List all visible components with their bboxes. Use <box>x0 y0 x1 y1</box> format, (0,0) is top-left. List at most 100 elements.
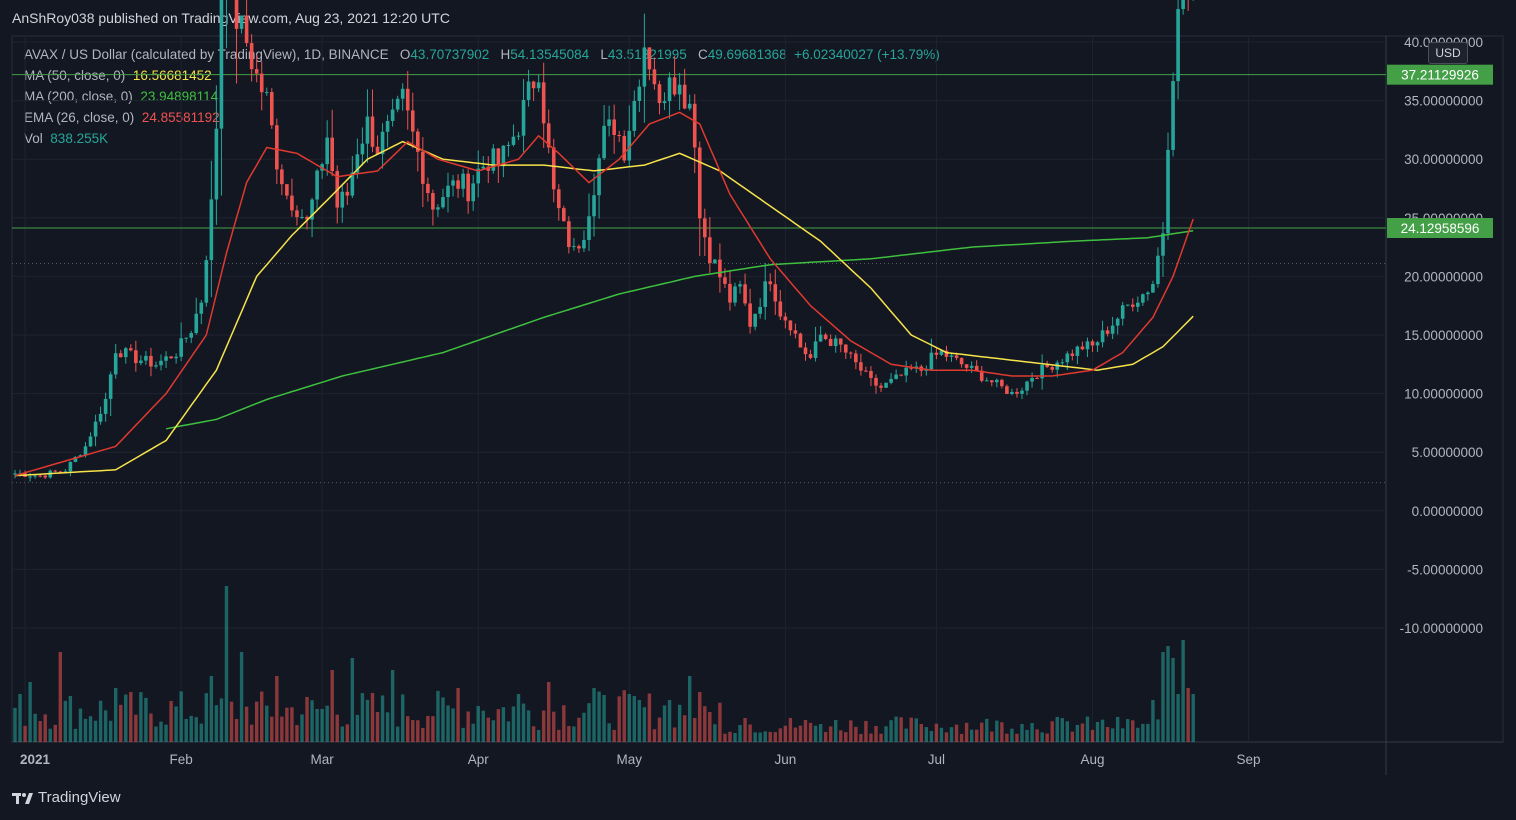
volume-bar <box>1055 716 1059 742</box>
volume-bar <box>1050 721 1054 742</box>
candle-body <box>849 352 853 354</box>
candle-body <box>43 475 48 478</box>
volume-bar <box>1131 720 1135 742</box>
candle-body <box>939 350 944 355</box>
candle-body <box>194 313 199 334</box>
candle-body <box>471 183 475 202</box>
volume-bar <box>834 719 838 742</box>
volume-bar <box>1100 719 1105 742</box>
volume-bar <box>929 730 934 742</box>
candle-body <box>949 355 954 357</box>
candle-body <box>969 365 974 368</box>
volume-bar <box>632 696 637 742</box>
candle-body <box>385 120 390 132</box>
candle-body <box>783 316 788 321</box>
volume-bar <box>1156 719 1160 742</box>
candle-body <box>1075 346 1080 356</box>
volume-bar <box>28 682 32 742</box>
candle-body <box>416 131 420 152</box>
candle-body <box>768 281 773 285</box>
volume-bar <box>954 724 959 742</box>
moving-averages <box>14 111 1194 477</box>
volume-bar <box>959 733 964 742</box>
volume-bar <box>154 726 158 742</box>
candle-body <box>285 184 289 196</box>
volume-bar <box>194 717 198 742</box>
volume-bar <box>879 733 883 742</box>
candle-body <box>828 339 833 347</box>
candle-body <box>446 185 450 198</box>
low-value: 43.51321995 <box>607 47 687 62</box>
candle-body <box>144 355 148 361</box>
plot-frame <box>11 35 1504 743</box>
candle-body <box>526 81 531 100</box>
currency-button[interactable]: USD <box>1428 42 1468 64</box>
volume-bar <box>1095 721 1100 742</box>
candle-body <box>234 0 239 29</box>
candle-body <box>275 125 279 170</box>
volume-bar <box>657 717 662 742</box>
volume-bar <box>411 720 415 742</box>
candle-body <box>788 320 793 331</box>
candle-body <box>164 356 168 361</box>
candle-body <box>728 283 732 303</box>
volume-bar <box>582 712 586 742</box>
candle-body <box>874 377 878 386</box>
volume-bar <box>617 696 621 742</box>
volume-bar <box>703 706 707 742</box>
volume-bar <box>390 670 395 742</box>
candle-body <box>496 148 501 167</box>
volume-bar <box>174 706 178 742</box>
volume-bar <box>949 727 954 742</box>
volume-bar <box>521 703 526 742</box>
volume-bar <box>275 676 279 742</box>
volume-bar <box>818 724 823 742</box>
candle-body <box>451 180 455 186</box>
candle-body <box>989 380 994 383</box>
volume-bar <box>1176 694 1180 742</box>
candle-body <box>1030 378 1034 382</box>
volume-bar <box>562 705 566 742</box>
volume-bar <box>839 730 843 742</box>
volume-bar <box>209 676 214 742</box>
volume-bar <box>944 732 949 742</box>
candle-body <box>602 125 606 159</box>
volume-bar <box>385 712 390 742</box>
candle-body <box>189 333 194 338</box>
candle-body <box>1025 381 1029 391</box>
volume-bar <box>254 701 259 742</box>
candle-body <box>984 380 989 382</box>
volume-bar <box>103 710 108 742</box>
volume-bar <box>526 710 531 742</box>
candle-body <box>652 69 657 85</box>
volume-bar <box>335 714 339 742</box>
volume-bar <box>330 670 334 742</box>
volume-bar <box>612 729 616 742</box>
volume-bar <box>547 682 551 742</box>
candle-body <box>642 47 647 87</box>
candle-body <box>63 471 68 473</box>
candle-body <box>123 348 128 358</box>
volume-bar <box>748 724 752 742</box>
candle-body <box>476 168 481 184</box>
volume-bar <box>758 732 762 742</box>
vol-label: Vol <box>24 131 43 146</box>
volume-bar <box>139 692 143 742</box>
volume-bar <box>68 695 73 742</box>
volume-bar <box>1090 729 1095 742</box>
volume-bar <box>1151 700 1155 742</box>
volume-bar <box>1136 727 1140 742</box>
volume-bar <box>511 706 516 742</box>
volume-bar <box>285 707 289 742</box>
volume-bar <box>98 700 103 742</box>
volume-bar <box>471 723 475 742</box>
volume-bar <box>592 688 596 742</box>
candle-body <box>1020 390 1024 394</box>
candle-body <box>667 77 672 102</box>
volume-bar <box>1010 728 1014 742</box>
candle-body <box>73 456 78 462</box>
candle-body <box>763 281 768 307</box>
candle-body <box>713 259 717 264</box>
volume-bar <box>149 713 153 742</box>
